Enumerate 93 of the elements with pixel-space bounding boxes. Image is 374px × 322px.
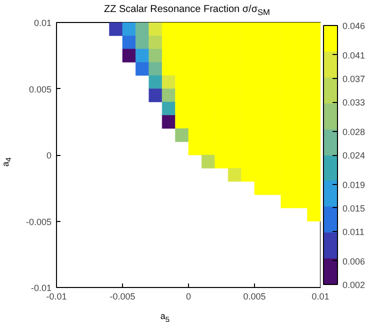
x-tick-label: 0.005 xyxy=(243,292,266,302)
point xyxy=(241,168,255,182)
point xyxy=(162,102,176,116)
y-tick-label: -0.01 xyxy=(30,283,52,293)
x-tick-label: -0.01 xyxy=(46,292,67,302)
point xyxy=(307,48,320,62)
point xyxy=(136,22,150,36)
point xyxy=(307,168,320,182)
point xyxy=(280,194,294,208)
point xyxy=(294,194,308,208)
point xyxy=(175,88,189,102)
point xyxy=(214,22,228,36)
x-tick-label: 0 xyxy=(186,292,192,302)
point xyxy=(228,168,242,182)
point xyxy=(307,36,320,50)
point xyxy=(175,75,189,89)
color-bar-label: 0.006 xyxy=(342,256,366,266)
point xyxy=(307,75,320,89)
color-bar-label: 0.033 xyxy=(342,98,366,108)
point xyxy=(307,154,320,168)
x-axis-title: a$_{5}$ xyxy=(159,311,171,322)
point xyxy=(136,48,150,62)
point xyxy=(307,194,320,208)
point xyxy=(202,154,216,168)
point xyxy=(307,128,320,142)
point xyxy=(162,75,176,89)
point xyxy=(294,22,308,36)
point xyxy=(162,88,176,102)
point xyxy=(188,142,202,156)
point xyxy=(148,88,162,102)
point xyxy=(228,154,242,168)
point xyxy=(148,36,162,50)
point xyxy=(109,22,123,36)
point xyxy=(175,22,189,36)
point xyxy=(148,75,162,89)
point xyxy=(254,181,268,195)
point xyxy=(188,115,202,129)
point xyxy=(148,22,162,36)
point xyxy=(307,142,320,156)
point xyxy=(307,88,320,102)
point xyxy=(307,62,320,76)
point xyxy=(307,208,320,222)
point xyxy=(307,181,320,195)
color-bar-label: 0.041 xyxy=(342,50,366,60)
point xyxy=(122,22,136,36)
point xyxy=(241,22,255,36)
color-bar-label: 0.028 xyxy=(342,126,366,137)
color-bar-label: 0.019 xyxy=(342,180,366,190)
color-bar-label: 0.002 xyxy=(342,280,366,290)
point xyxy=(254,22,268,36)
point xyxy=(162,22,176,36)
point xyxy=(175,102,189,116)
point xyxy=(307,115,320,129)
point xyxy=(214,142,228,156)
point xyxy=(241,154,255,168)
point xyxy=(214,154,228,168)
x-tick-label: 0.01 xyxy=(312,292,330,302)
point xyxy=(136,36,150,50)
point xyxy=(122,48,136,62)
point xyxy=(148,62,162,76)
point xyxy=(268,181,282,195)
point xyxy=(202,22,216,36)
color-bar-label: 0.046 xyxy=(342,21,366,31)
point xyxy=(307,22,320,36)
point xyxy=(148,48,162,62)
y-tick-label: 0 xyxy=(46,150,52,160)
point xyxy=(202,142,216,156)
color-bar-label: 0.015 xyxy=(342,203,366,214)
color-bar-label: 0.037 xyxy=(342,74,366,84)
point xyxy=(162,115,176,129)
color-bar-label: 0.024 xyxy=(342,150,366,160)
chart-title: ZZ Scalar Resonance Fraction σ/σ$_{SM}$ xyxy=(102,4,271,18)
point xyxy=(228,22,242,36)
point xyxy=(268,22,282,36)
y-tick-label: 0.005 xyxy=(28,84,52,94)
point xyxy=(162,36,176,50)
x-tick-label: -0.005 xyxy=(110,292,136,302)
point xyxy=(280,22,294,36)
point xyxy=(175,62,189,76)
color-bar-label: 0.011 xyxy=(342,227,364,238)
point xyxy=(188,128,202,142)
point xyxy=(162,62,176,76)
point xyxy=(188,22,202,36)
point xyxy=(162,48,176,62)
point xyxy=(122,36,136,50)
y-tick-label: -0.005 xyxy=(26,216,52,227)
y-tick-label: 0.01 xyxy=(34,18,52,28)
point xyxy=(175,115,189,129)
point xyxy=(307,102,320,116)
point xyxy=(280,181,294,195)
point xyxy=(175,128,189,142)
point xyxy=(136,62,150,76)
point xyxy=(254,168,268,182)
